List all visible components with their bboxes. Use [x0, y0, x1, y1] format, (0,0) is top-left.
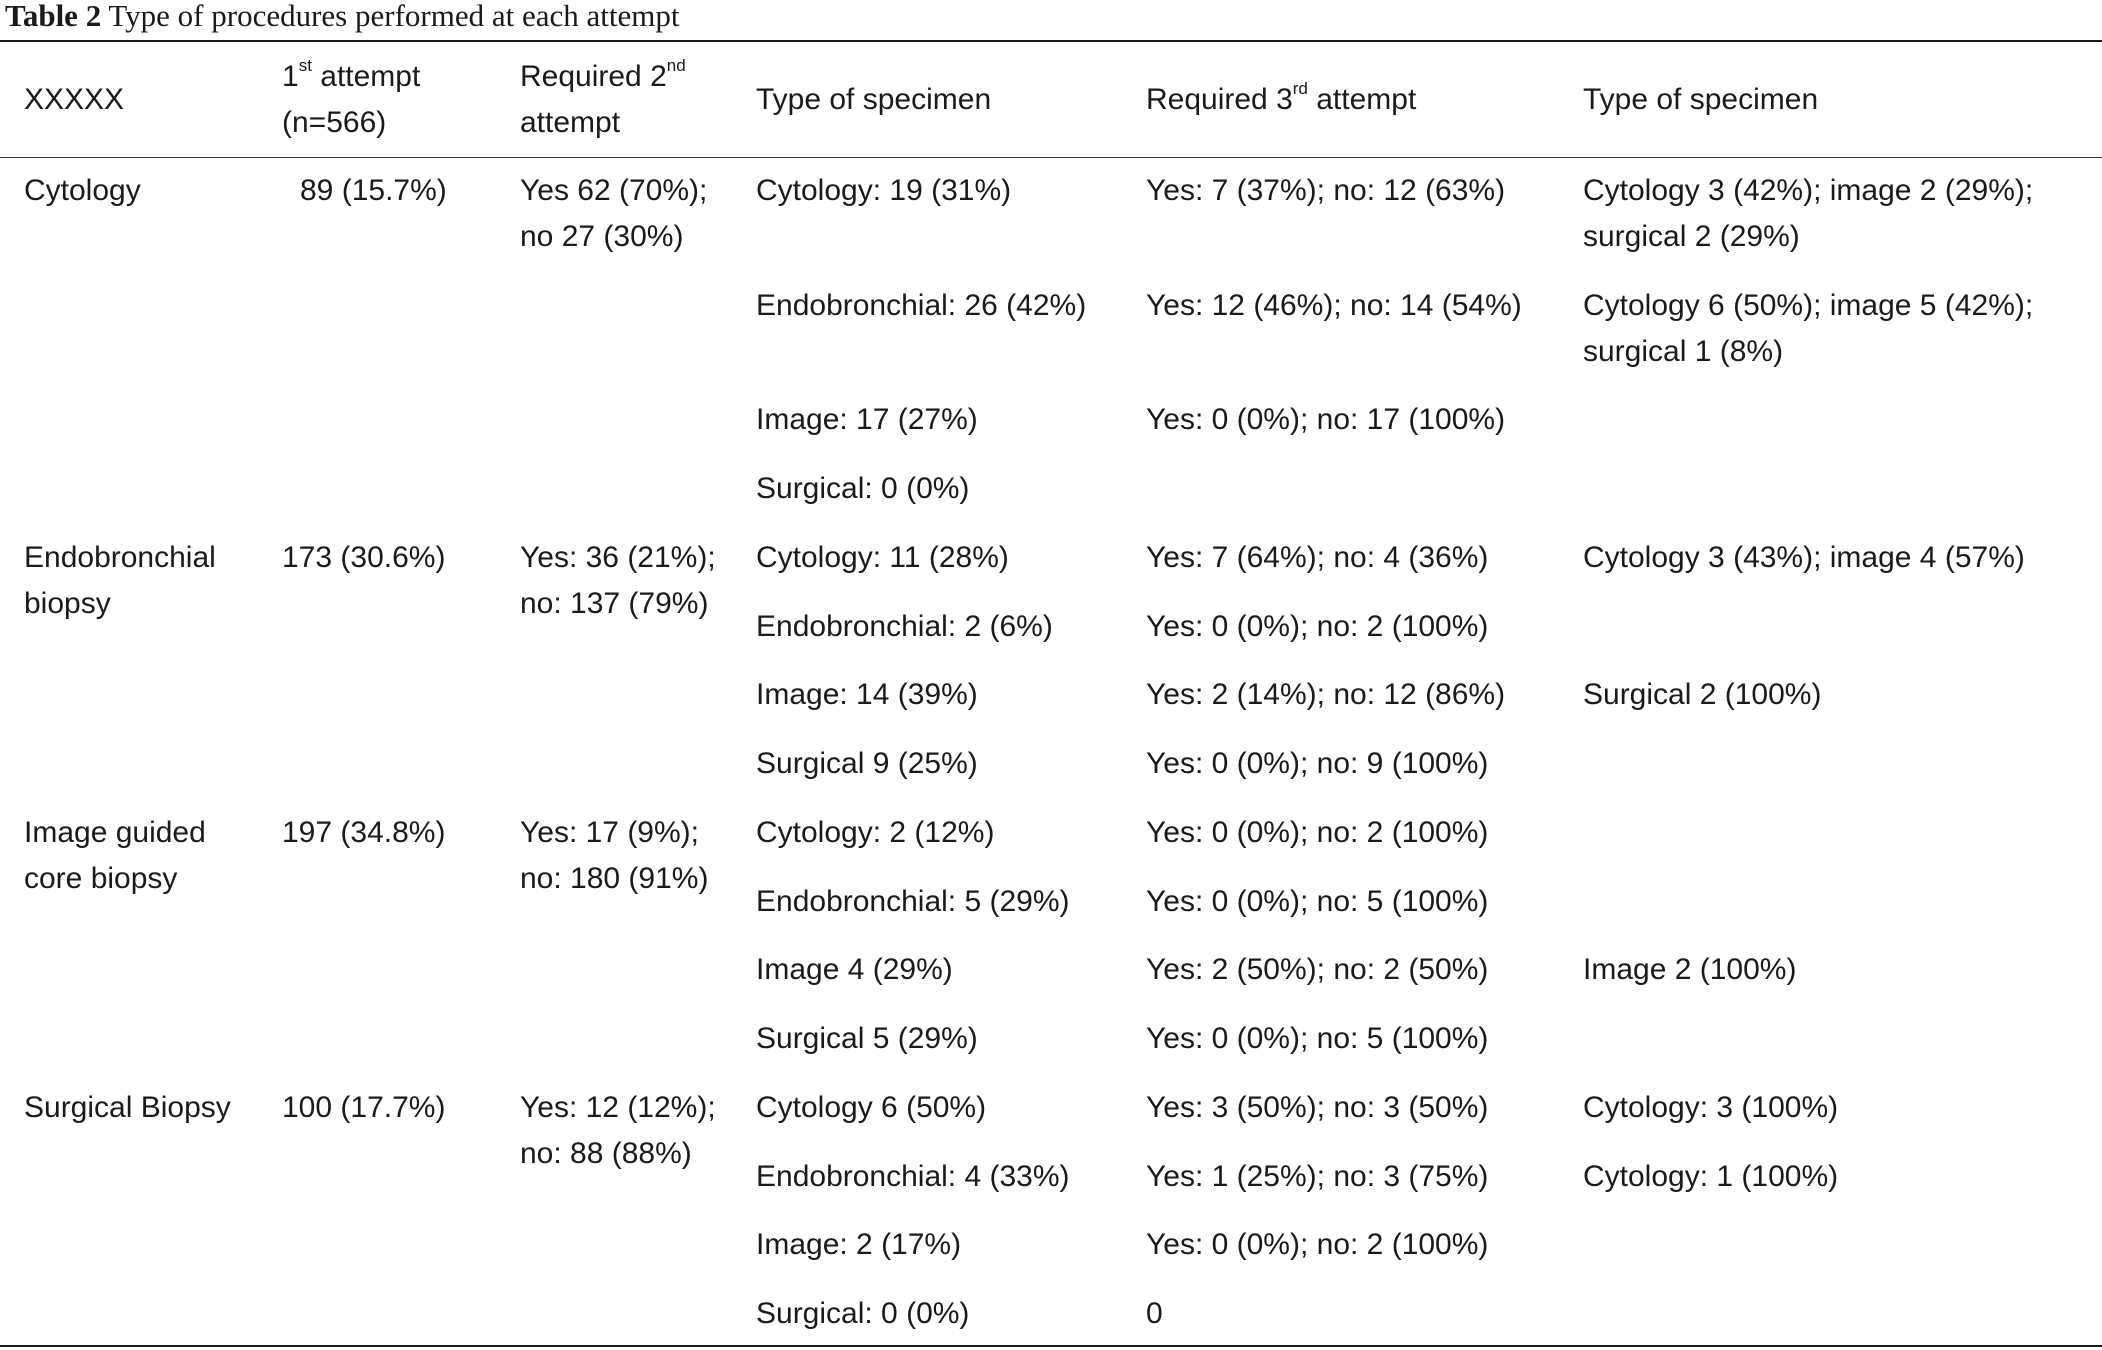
group-name-line2: core biopsy	[24, 862, 178, 895]
specimen-cell: Endobronchial: 2 (6%)	[756, 610, 1053, 643]
header-bottom-rule	[0, 157, 2102, 158]
third-attempt-cell: Yes: 7 (64%); no: 4 (36%)	[1146, 541, 1489, 574]
group-second-attempt-line2: no: 137 (79%)	[520, 587, 709, 620]
third-attempt-cell: Yes: 0 (0%); no: 9 (100%)	[1146, 747, 1489, 780]
type-specimen-cell: Image 2 (100%)	[1583, 953, 1797, 986]
specimen-cell: Endobronchial: 5 (29%)	[756, 885, 1070, 918]
specimen-cell: Cytology: 11 (28%)	[756, 541, 1009, 574]
type-specimen-cell: Cytology 6 (50%); image 5 (42%);	[1583, 289, 2034, 322]
group-second-attempt-line2: no 27 (30%)	[520, 220, 684, 253]
header-first-attempt-n: (n=566)	[282, 106, 387, 139]
group-name-line2: biopsy	[24, 587, 111, 620]
specimen-cell: Endobronchial: 26 (42%)	[756, 289, 1087, 322]
table-caption-label: Table 2	[5, 0, 102, 33]
group-name: Cytology	[24, 174, 141, 207]
header-type-of-specimen-2: Type of specimen	[1583, 83, 1819, 116]
type-specimen-cell: Cytology: 1 (100%)	[1583, 1160, 1839, 1193]
third-attempt-cell: Yes: 0 (0%); no: 17 (100%)	[1146, 403, 1506, 436]
table-bottom-rule	[0, 1345, 2102, 1347]
group-first-attempt: 197 (34.8%)	[282, 816, 446, 849]
group-first-attempt: 100 (17.7%)	[282, 1091, 446, 1124]
group-second-attempt: Yes: 17 (9%);	[520, 816, 699, 849]
third-attempt-cell: Yes: 7 (37%); no: 12 (63%)	[1146, 174, 1506, 207]
specimen-cell: Image 4 (29%)	[756, 953, 953, 986]
group-first-attempt: 173 (30.6%)	[282, 541, 446, 574]
specimen-cell: Surgical: 0 (0%)	[756, 472, 970, 505]
table-caption: Table 2 Type of procedures performed at …	[5, 0, 679, 32]
specimen-cell: Surgical: 0 (0%)	[756, 1297, 970, 1330]
third-attempt-cell: Yes: 0 (0%); no: 5 (100%)	[1146, 1022, 1489, 1055]
header-required-second-line2: attempt	[520, 106, 621, 139]
header-type-of-specimen: Type of specimen	[756, 83, 992, 116]
third-attempt-cell: Yes: 2 (14%); no: 12 (86%)	[1146, 678, 1506, 711]
type-specimen-cell: Cytology 3 (43%); image 4 (57%)	[1583, 541, 2025, 574]
third-attempt-cell: Yes: 0 (0%); no: 2 (100%)	[1146, 610, 1489, 643]
third-attempt-cell: Yes: 0 (0%); no: 2 (100%)	[1146, 1228, 1489, 1261]
group-first-attempt: 89 (15.7%)	[300, 174, 447, 207]
type-specimen-cell: Cytology 3 (42%); image 2 (29%);	[1583, 174, 2034, 207]
type-specimen-cell: Surgical 2 (100%)	[1583, 678, 1822, 711]
specimen-cell: Cytology: 19 (31%)	[756, 174, 1012, 207]
specimen-cell: Image: 17 (27%)	[756, 403, 978, 436]
header-required-second: Required 2nd	[520, 56, 686, 93]
group-second-attempt-line2: no: 180 (91%)	[520, 862, 709, 895]
header-col-label: XXXXX	[24, 83, 125, 116]
specimen-cell: Surgical 9 (25%)	[756, 747, 978, 780]
group-second-attempt: Yes 62 (70%);	[520, 174, 708, 207]
group-name: Image guided	[24, 816, 206, 849]
type-specimen-cell: Cytology: 3 (100%)	[1583, 1091, 1839, 1124]
specimen-cell: Image: 14 (39%)	[756, 678, 978, 711]
group-second-attempt: Yes: 12 (12%);	[520, 1091, 716, 1124]
specimen-cell: Surgical 5 (29%)	[756, 1022, 978, 1055]
specimen-cell: Image: 2 (17%)	[756, 1228, 962, 1261]
specimen-cell: Cytology 6 (50%)	[756, 1091, 987, 1124]
third-attempt-cell: Yes: 0 (0%); no: 2 (100%)	[1146, 816, 1489, 849]
specimen-cell: Endobronchial: 4 (33%)	[756, 1160, 1070, 1193]
third-attempt-cell: Yes: 0 (0%); no: 5 (100%)	[1146, 885, 1489, 918]
header-first-attempt: 1st attempt	[282, 56, 421, 93]
third-attempt-cell: Yes: 12 (46%); no: 14 (54%)	[1146, 289, 1522, 322]
type-specimen-cell-line2: surgical 2 (29%)	[1583, 220, 1800, 253]
specimen-cell: Cytology: 2 (12%)	[756, 816, 995, 849]
group-name: Endobronchial	[24, 541, 216, 574]
header-required-third: Required 3rd attempt	[1146, 79, 1417, 116]
group-name: Surgical Biopsy	[24, 1091, 231, 1124]
type-specimen-cell-line2: surgical 1 (8%)	[1583, 335, 1784, 368]
table-caption-title: Type of procedures performed at each att…	[108, 0, 680, 33]
group-second-attempt: Yes: 36 (21%);	[520, 541, 716, 574]
third-attempt-cell: Yes: 2 (50%); no: 2 (50%)	[1146, 953, 1489, 986]
third-attempt-cell: Yes: 3 (50%); no: 3 (50%)	[1146, 1091, 1489, 1124]
table-top-rule	[0, 40, 2102, 42]
third-attempt-cell: Yes: 1 (25%); no: 3 (75%)	[1146, 1160, 1489, 1193]
third-attempt-cell: 0	[1146, 1297, 1163, 1330]
group-second-attempt-line2: no: 88 (88%)	[520, 1137, 692, 1170]
